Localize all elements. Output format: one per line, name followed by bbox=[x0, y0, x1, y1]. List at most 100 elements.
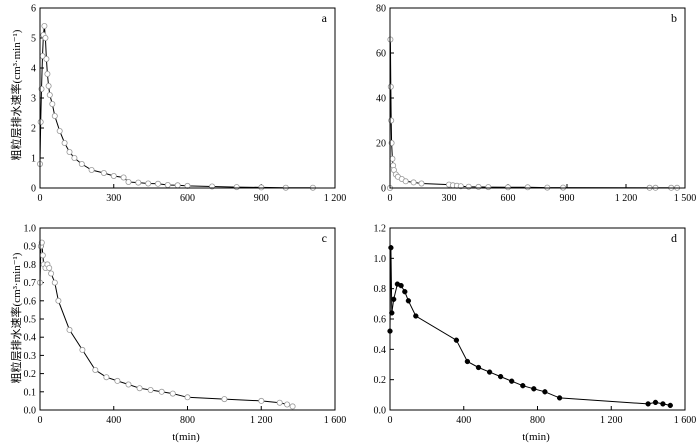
panel-a-point bbox=[41, 22, 48, 29]
panel-b-xtick-label: 1 200 bbox=[615, 193, 638, 204]
panel-b-series-line bbox=[389, 39, 678, 189]
panel-c-point bbox=[46, 264, 53, 271]
panel-c-point bbox=[221, 396, 228, 403]
panel-b-point bbox=[388, 117, 395, 124]
panel-b-ytick-label: 40 bbox=[376, 94, 386, 105]
panel-d-xtick-label: 800 bbox=[530, 415, 545, 426]
panel-c-xtick-label: 1 600 bbox=[324, 415, 347, 426]
panel-a-point bbox=[42, 35, 49, 42]
panel-b-point bbox=[465, 183, 472, 190]
panel-b-point bbox=[504, 184, 511, 191]
panel-d-point bbox=[475, 364, 482, 371]
panel-c-xtick-label: 0 bbox=[38, 415, 43, 426]
panel-c-frame bbox=[39, 227, 336, 411]
panel-a-ylabel: 粗粒层排水速率(cm³·min⁻¹) bbox=[9, 29, 23, 160]
panel-b-ytick-label: 80 bbox=[376, 4, 386, 15]
panel-d-point bbox=[652, 399, 659, 406]
panel-a-label: a bbox=[322, 11, 328, 25]
panel-d-series-line bbox=[389, 247, 671, 406]
panel-d-point bbox=[464, 358, 471, 365]
panel-c-ytick-label: 1.0 bbox=[24, 224, 37, 235]
panel-a-point bbox=[37, 119, 44, 126]
panel-b-xtick-label: 0 bbox=[388, 193, 393, 204]
panel-c-label: c bbox=[322, 231, 327, 245]
panel-a-point bbox=[110, 172, 117, 179]
panel-c-point bbox=[125, 381, 132, 388]
panel-a-ytick-label: 0 bbox=[31, 184, 36, 195]
panel-a-point bbox=[100, 169, 107, 176]
panel-b-point bbox=[524, 184, 531, 191]
panel-c-point bbox=[136, 385, 143, 392]
panel-c-ytick-label: 0.6 bbox=[24, 296, 37, 307]
panel-a-ytick-label: 6 bbox=[31, 4, 36, 15]
panel-a-point bbox=[120, 174, 127, 181]
panel-a-xtick-label: 600 bbox=[180, 193, 195, 204]
panel-d-ytick-label: 0.8 bbox=[374, 284, 387, 295]
panel-d-point bbox=[453, 337, 460, 343]
panel-a-frame bbox=[39, 7, 336, 189]
panel-d-ytick-label: 1.0 bbox=[374, 254, 387, 265]
panel-d-xtick-label: 400 bbox=[456, 415, 471, 426]
panel-a-point bbox=[125, 178, 132, 185]
panel-c-point bbox=[284, 401, 291, 408]
panel-a-xtick-label: 300 bbox=[106, 193, 121, 204]
panel-c-point bbox=[289, 403, 296, 410]
panel-d-xlabel: t(min) bbox=[522, 431, 550, 443]
panel-d-point bbox=[542, 389, 548, 395]
panel-d-ytick-label: 0.6 bbox=[374, 315, 387, 326]
panel-c-ytick-label: 0.5 bbox=[24, 315, 37, 326]
panel-c-ytick-label: 0.3 bbox=[24, 351, 37, 362]
panel-a-xtick-label: 0 bbox=[38, 193, 43, 204]
panel-d-point bbox=[402, 289, 408, 295]
panel-a-point bbox=[66, 148, 73, 155]
panel-d-ytick-label: 0.4 bbox=[374, 345, 387, 356]
panel-d-point bbox=[388, 245, 394, 251]
panel-d-point bbox=[486, 369, 493, 375]
panel-c-point bbox=[169, 390, 176, 397]
panel-c-point bbox=[55, 297, 62, 304]
panel-b-point bbox=[402, 178, 409, 185]
panel-c-xtick-label: 1 200 bbox=[250, 415, 273, 426]
panel-d-ytick-label: 1.2 bbox=[374, 224, 387, 235]
panel-d-point bbox=[660, 401, 666, 407]
panel-c-ytick-label: 0.8 bbox=[24, 260, 37, 271]
panel-b-ytick-label: 0 bbox=[381, 184, 386, 195]
panel-d-ytick-label: 0.2 bbox=[374, 375, 387, 386]
panel-a-point bbox=[45, 83, 52, 90]
panel-a-point bbox=[43, 56, 50, 63]
panel-a-point bbox=[233, 184, 240, 191]
panel-b-point bbox=[410, 179, 417, 186]
panel-a-point bbox=[154, 180, 161, 187]
panel-d-label: d bbox=[671, 231, 677, 245]
panel-d-point bbox=[497, 373, 504, 380]
panel-b-label: b bbox=[671, 11, 677, 25]
panel-c-xtick-label: 400 bbox=[106, 415, 121, 426]
panel-c-ytick-label: 0.4 bbox=[24, 333, 37, 344]
panel-c-ytick-label: 0.1 bbox=[24, 387, 37, 398]
panel-a-series-line bbox=[39, 25, 313, 189]
panel-d-point bbox=[520, 383, 526, 389]
panel-b-xtick-label: 900 bbox=[560, 193, 575, 204]
panel-b-frame bbox=[389, 7, 686, 189]
panel-b-point bbox=[475, 183, 482, 190]
panel-c-point bbox=[276, 399, 283, 406]
panel-c-point bbox=[258, 397, 265, 404]
panel-b-xtick-label: 300 bbox=[442, 193, 457, 204]
panel-b: 0 300 600 900 1 200 1 500 0 20 40 60 80 b bbox=[376, 4, 696, 205]
panel-c-point bbox=[92, 366, 99, 373]
panel-c-point bbox=[51, 279, 58, 286]
panel-d-point bbox=[509, 378, 515, 384]
panel-d-point bbox=[405, 298, 412, 304]
panel-a-point bbox=[51, 113, 58, 120]
panel-b-ytick-label: 20 bbox=[376, 139, 386, 150]
panel-c-series-line bbox=[39, 242, 293, 407]
panel-a-point bbox=[61, 139, 68, 146]
panel-b-point bbox=[457, 183, 464, 190]
panel-c: 0 400 800 1 200 1 600 0.0 0.1 0.2 0.3 0.4 0.5 0.6 0.… bbox=[24, 224, 347, 427]
panel-a-point bbox=[164, 181, 171, 188]
panel-d-frame bbox=[389, 227, 686, 411]
panel-b-point bbox=[418, 180, 425, 187]
panel-a-ytick-label: 4 bbox=[31, 64, 36, 75]
panel-a-point bbox=[56, 127, 63, 134]
